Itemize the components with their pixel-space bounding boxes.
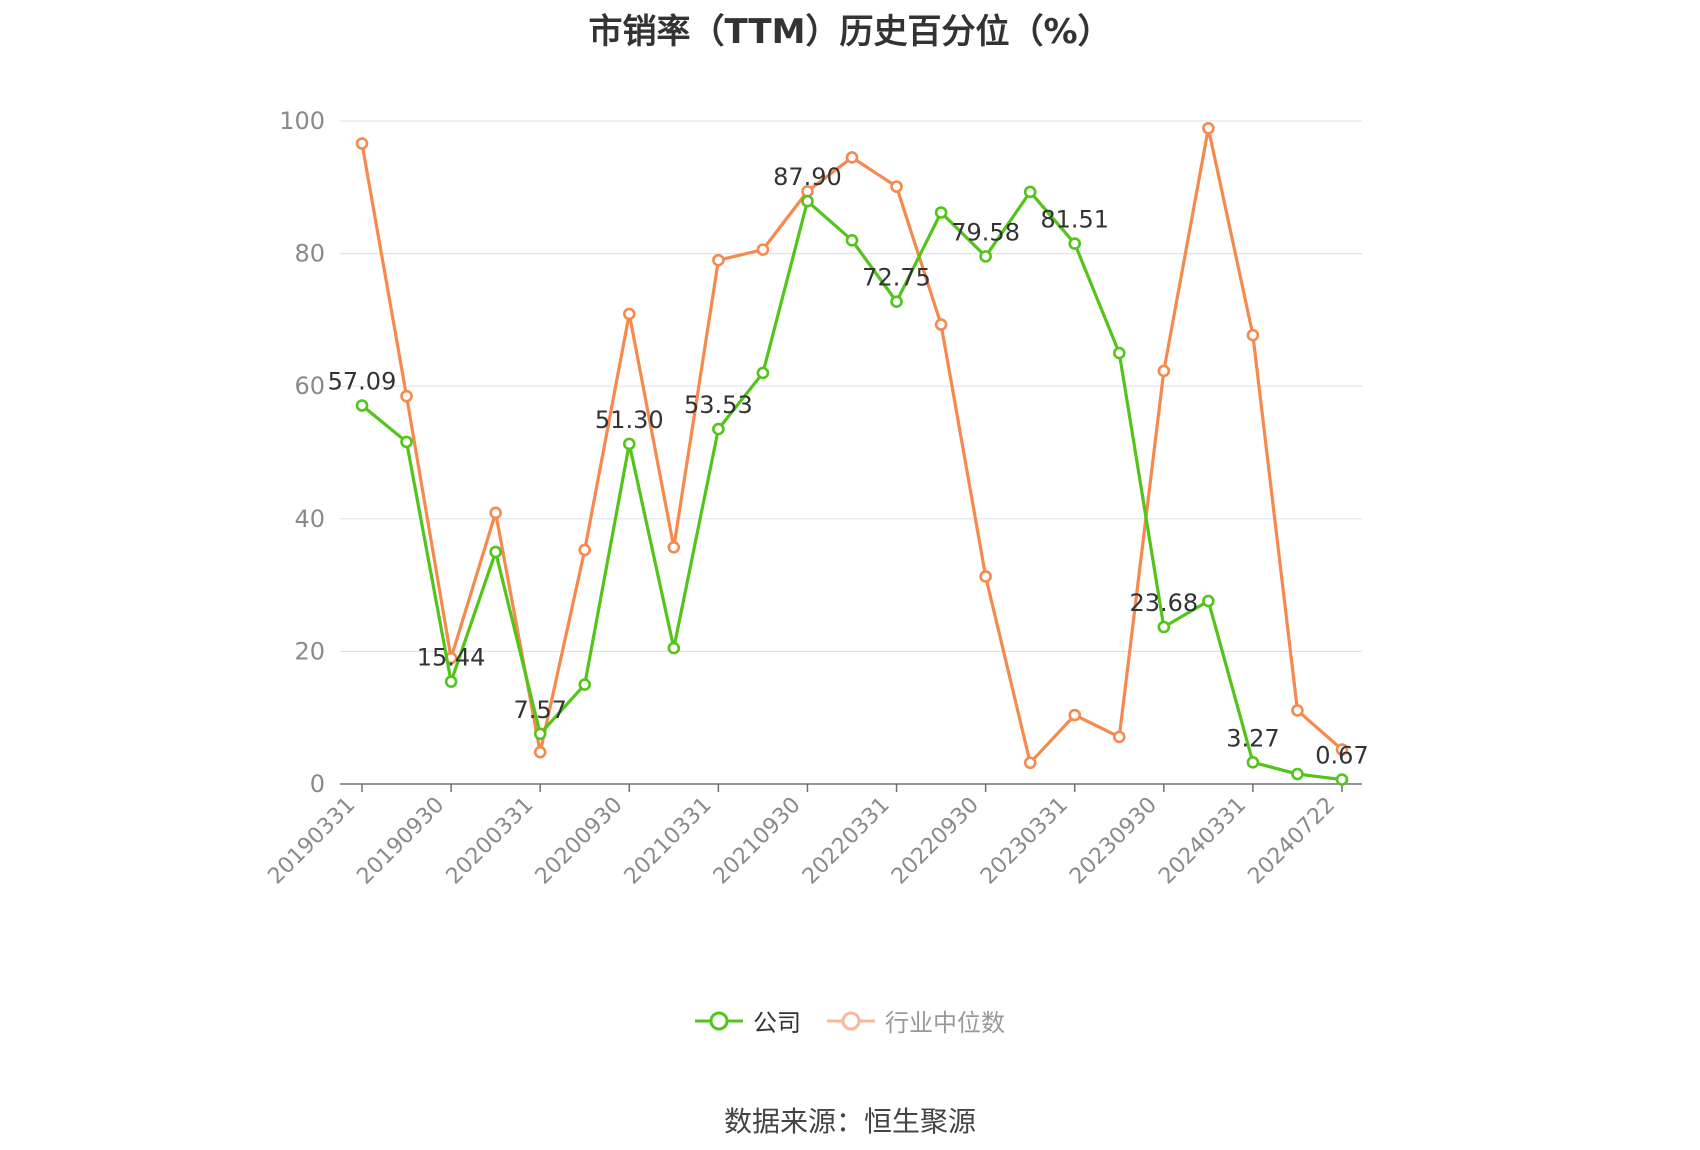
legend: 公司 行业中位数 [0, 1003, 1700, 1038]
x-tick-label: 20220331 [798, 793, 895, 890]
data-point-industry-median [1023, 756, 1037, 770]
x-tick-label: 20210930 [709, 793, 806, 890]
data-label: 23.68 [1129, 589, 1198, 617]
data-point-industry-median [1068, 708, 1082, 722]
data-point-company [400, 435, 413, 449]
y-tick-label: 0 [310, 770, 325, 798]
data-point-industry-median [934, 318, 948, 331]
data-point-industry-median [533, 745, 547, 759]
data-point-industry-median [979, 570, 992, 583]
data-point-industry-median [756, 243, 770, 256]
data-label: 15.44 [417, 644, 486, 672]
x-tick-label: 20190331 [263, 793, 360, 890]
x-tick-label: 20190930 [352, 793, 449, 890]
data-point-company [1246, 756, 1260, 769]
data-point-company [1068, 237, 1082, 250]
axes: 0 20 40 60 80 100 2019033120190930202003312020… [263, 107, 1362, 889]
legend-label-industry-median: 行业中位数 [885, 1009, 1005, 1037]
y-tick-label: 60 [294, 372, 325, 400]
data-point-company [1112, 346, 1126, 360]
data-point-company [1335, 773, 1349, 786]
data-point-industry-median [355, 137, 369, 150]
data-point-industry-median [1202, 121, 1215, 135]
x-tick-label: 20240722 [1243, 793, 1340, 890]
data-label: 3.27 [1226, 724, 1279, 752]
data-point-industry-median [578, 543, 592, 557]
data-point-company [756, 366, 770, 380]
y-tick-label: 40 [294, 505, 325, 533]
data-point-industry-median [712, 253, 725, 267]
data-point-industry-median [1246, 328, 1260, 342]
data-point-industry-median [1112, 730, 1126, 744]
data-point-industry-median [622, 307, 636, 321]
data-point-company [444, 675, 458, 688]
legend-item-industry-median[interactable]: 行业中位数 [827, 1003, 1005, 1038]
data-point-company [578, 678, 592, 691]
data-label: 57.09 [328, 367, 397, 395]
data-point-company [667, 641, 681, 655]
data-point-company [622, 437, 636, 451]
legend-company-swatch-icon [695, 1011, 743, 1030]
data-point-company [1291, 767, 1304, 781]
data-point-industry-median [667, 541, 681, 554]
data-point-company [845, 234, 859, 247]
x-tick-label: 20210331 [620, 793, 717, 890]
y-tick-label: 100 [279, 107, 325, 135]
data-label: 79.58 [951, 218, 1020, 246]
data-label: 0.67 [1315, 742, 1368, 770]
series-line-company [360, 190, 1343, 782]
data-label: 87.90 [773, 163, 842, 191]
data-point-company [1023, 185, 1037, 199]
data-point-industry-median [1335, 743, 1349, 756]
gridlines [340, 120, 1362, 653]
x-tick-label: 20200930 [531, 793, 628, 890]
data-point-company [355, 399, 369, 412]
series-lines [355, 121, 1349, 786]
data-point-company [801, 194, 814, 208]
data-point-company [712, 422, 725, 436]
data-label: 7.57 [513, 696, 566, 724]
data-point-industry-median [845, 151, 859, 164]
data-label: 72.75 [862, 264, 931, 292]
x-tick-label: 20230930 [1065, 793, 1162, 890]
data-point-company [979, 250, 992, 263]
chart-title: 市销率（TTM）历史百分位（%） [588, 12, 1112, 52]
data-label: 53.53 [684, 391, 753, 419]
data-labels: 57.09 15.44 7.57 51.30 53.53 87.90 72.75 79.58 8… [328, 163, 1369, 769]
data-point-industry-median [1291, 704, 1304, 717]
x-tick-label: 20230331 [976, 793, 1073, 890]
data-label: 51.30 [595, 406, 664, 434]
data-point-company [533, 727, 547, 741]
x-tick-label: 20220930 [887, 793, 984, 890]
data-point-industry-median [1157, 364, 1171, 378]
data-point-industry-median [489, 506, 502, 520]
data-point-industry-median [890, 180, 903, 193]
data-point-company [489, 545, 502, 559]
data-source-note: 数据来源：恒生聚源 [723, 1105, 976, 1138]
data-point-company [890, 295, 903, 308]
legend-industry-swatch-icon [827, 1011, 875, 1030]
series-line-industry-median [360, 126, 1344, 765]
data-point-company [1202, 594, 1215, 608]
data-point-company [1157, 620, 1171, 634]
y-tick-label: 20 [294, 637, 325, 665]
data-label: 81.51 [1040, 206, 1109, 234]
legend-item-company[interactable]: 公司 [695, 1003, 801, 1038]
legend-label-company: 公司 [753, 1009, 801, 1037]
y-tick-label: 80 [294, 240, 325, 268]
data-point-company [934, 206, 948, 219]
data-point-industry-median [400, 389, 413, 403]
x-tick-label: 20240331 [1154, 793, 1251, 890]
x-tick-label: 20200331 [442, 793, 539, 890]
